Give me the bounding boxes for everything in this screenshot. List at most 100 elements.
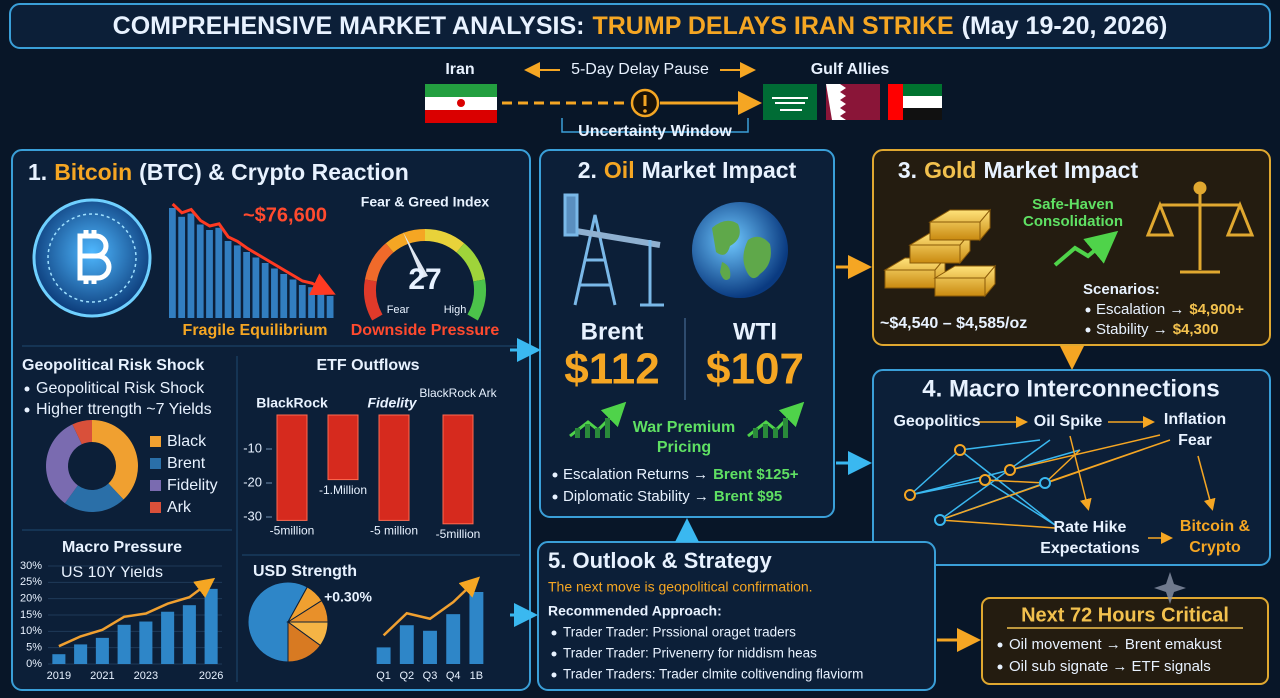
decor-shape — [575, 428, 580, 438]
label: $112 — [564, 345, 659, 394]
bar — [376, 647, 391, 664]
label: Fear — [387, 304, 410, 316]
decor-shape — [1004, 464, 1016, 476]
text-part: Market Impact — [642, 157, 797, 183]
bar — [204, 588, 218, 664]
label: Oil sub signate → ETF signals — [1009, 658, 1211, 675]
label: USD Strength — [253, 563, 357, 580]
decor-shape — [872, 369, 1271, 566]
y-tick-label: 15% — [20, 609, 42, 621]
label: Crypto — [1189, 539, 1241, 556]
label: Fear & Greed Index — [361, 194, 490, 210]
decor-shape — [575, 418, 788, 438]
bar — [423, 630, 437, 664]
text-part: 1. — [28, 159, 47, 185]
bar — [289, 279, 297, 318]
y-tick-label: 30% — [20, 560, 42, 572]
label: Iran — [445, 61, 474, 78]
bar — [95, 637, 109, 664]
label: Fear — [1178, 432, 1212, 449]
y-tick-label: -10 — [243, 440, 262, 455]
iran-flag — [425, 84, 497, 123]
decor-shape — [773, 428, 778, 438]
label: Scenarios: — [1083, 281, 1160, 298]
label: Uncertainty Window — [578, 123, 732, 140]
label: Trader Traders: Trader clmite coltivendi… — [563, 667, 863, 682]
decor-shape — [1145, 200, 1255, 237]
bullet-dot — [24, 407, 30, 413]
text-part: Escalation Returns → — [563, 466, 708, 483]
text-part: (BTC) & Crypto Reaction — [139, 159, 409, 185]
text-part: Gold — [924, 157, 976, 183]
legend-label: Fidelity — [167, 477, 218, 494]
bar — [378, 414, 410, 521]
bar — [187, 213, 195, 318]
bar — [196, 224, 204, 318]
decor-shape — [425, 110, 497, 123]
title-box — [9, 3, 1271, 49]
decor-shape — [425, 84, 497, 97]
bullet-dot — [997, 664, 1003, 670]
donut-segment — [92, 420, 138, 500]
bar — [252, 257, 260, 318]
label: $107 — [706, 345, 804, 394]
label: Fidelity — [367, 395, 417, 411]
bullet-dot — [1085, 307, 1091, 313]
label: War Premium — [633, 419, 736, 436]
gauge-arc — [364, 243, 394, 282]
label: WTI — [733, 318, 777, 345]
label: Inflation — [1164, 411, 1226, 428]
bar — [442, 414, 474, 525]
decor-shape — [573, 214, 617, 306]
label: The next move is geopolitical confirmati… — [548, 579, 813, 595]
label: Brent — [581, 318, 644, 345]
decor-shape — [753, 428, 758, 438]
label: Higher ttrength ~7 Yields — [36, 401, 212, 418]
bar — [243, 252, 250, 318]
x-tick-label: 2019 — [47, 670, 71, 682]
bar — [469, 592, 484, 664]
label: Macro Pressure — [62, 539, 182, 556]
bar-label: -5million — [270, 524, 315, 538]
gauge-arc — [456, 243, 486, 282]
label: Recommended Approach: — [548, 603, 722, 619]
label: Geopolitical Risk Shock — [36, 380, 205, 397]
bar — [233, 245, 241, 318]
bar — [117, 624, 131, 664]
label: Oil movement → Brent emakust — [1009, 636, 1222, 653]
decor-shape — [772, 97, 808, 111]
label: Downside Pressure — [351, 322, 500, 339]
x-tick-label: Q1 — [376, 670, 391, 682]
bar — [224, 241, 232, 318]
label: Bitcoin & — [1180, 518, 1251, 535]
timeline — [425, 62, 942, 133]
y-tick-label: -20 — [243, 474, 262, 489]
decor-shape — [979, 474, 991, 486]
legend-swatch — [150, 480, 161, 491]
bar — [326, 296, 334, 318]
decor-shape — [1039, 477, 1051, 489]
text-part: 2. — [578, 157, 597, 183]
label: Geopolitical Risk Shock — [22, 357, 204, 374]
decor-shape — [605, 418, 610, 438]
label: ~$4,540 – $4,585/oz — [880, 315, 1027, 332]
decor-shape — [1160, 190, 1240, 274]
decor-shape — [928, 208, 992, 242]
decor-shape — [640, 240, 664, 307]
title-part: COMPREHENSIVE MARKET ANALYSIS: — [113, 12, 585, 40]
text-part: Escalation → — [1096, 301, 1184, 318]
gauge-arc — [364, 279, 383, 321]
x-tick-label: Q2 — [399, 670, 414, 682]
donut-segment — [64, 483, 124, 512]
y-tick-label: -30 — [243, 508, 262, 523]
legend-swatch — [150, 502, 161, 513]
bullet-dot — [551, 672, 557, 678]
text-part: Diplomatic Stability → — [563, 488, 709, 505]
y-tick-label: 5% — [26, 642, 42, 654]
bullet-dot — [24, 386, 30, 392]
x-tick-label: 1B — [470, 670, 483, 682]
x-tick-label: Q3 — [423, 670, 438, 682]
label: High — [444, 304, 467, 316]
text-part: Stability → — [1096, 321, 1168, 338]
